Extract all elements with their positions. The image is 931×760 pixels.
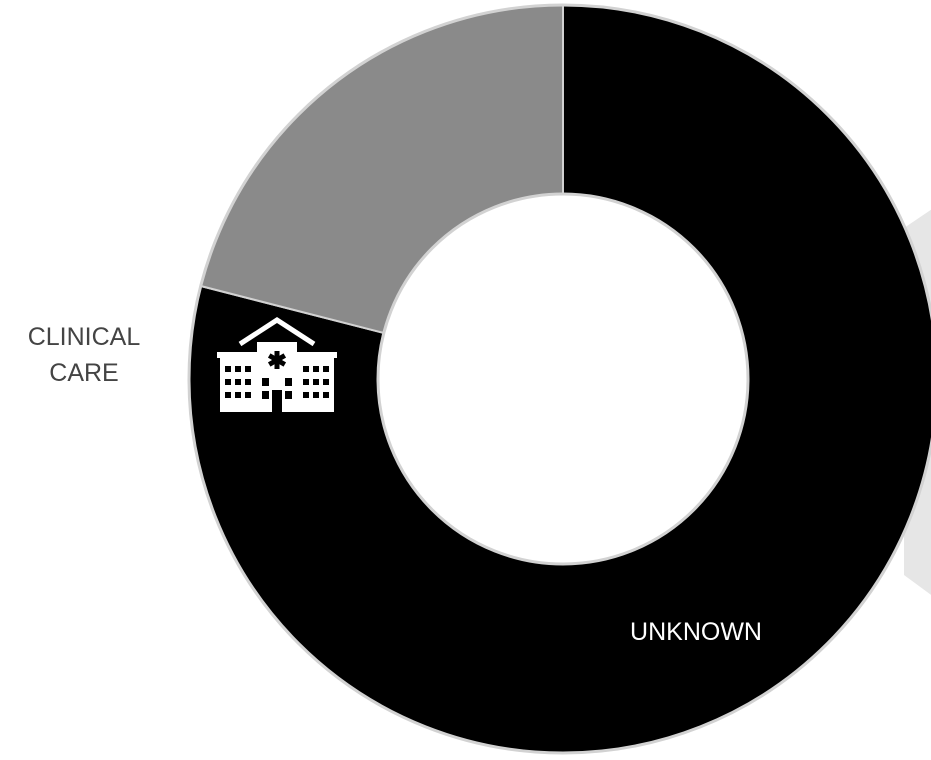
clinical-care-label-line-2: CARE [49,359,118,387]
donut-hole [376,192,750,566]
slice-label-unknown: UNKNOWN [630,618,762,646]
clinical-care-label-line-1: CLINICAL [28,323,141,351]
donut-outline [187,3,931,755]
hospital-icon [217,317,337,412]
